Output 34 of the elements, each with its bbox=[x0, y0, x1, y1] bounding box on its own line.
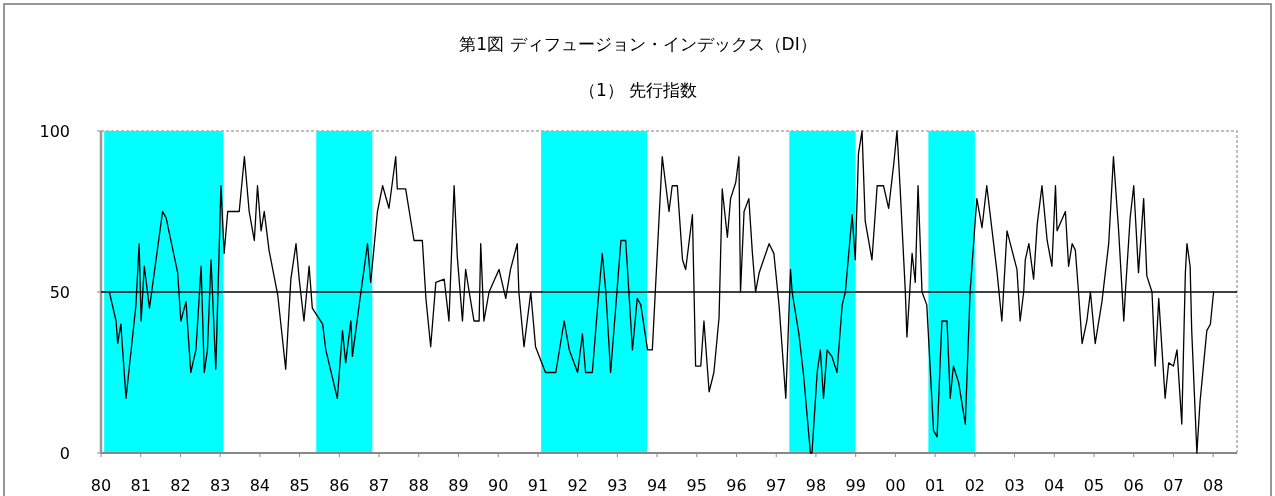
x-tick-label: 98 bbox=[805, 476, 827, 495]
x-tick-label: 01 bbox=[924, 476, 946, 495]
x-tick-label: 05 bbox=[1083, 476, 1105, 495]
chart-subtitle: （1） 先行指数 bbox=[578, 80, 698, 100]
x-tick-label: 97 bbox=[766, 476, 787, 495]
x-tick-label: 83 bbox=[209, 476, 231, 495]
x-tick-label: 81 bbox=[130, 476, 151, 495]
x-tick-label: 02 bbox=[964, 476, 986, 495]
x-tick-label: 86 bbox=[329, 476, 350, 495]
y-tick-label: 100 bbox=[39, 122, 70, 141]
y-tick-label: 50 bbox=[49, 283, 70, 302]
x-tick-label: 82 bbox=[170, 476, 191, 495]
x-tick-label: 90 bbox=[488, 476, 509, 495]
x-tick-label: 99 bbox=[845, 476, 866, 495]
x-tick-label: 80 bbox=[90, 476, 112, 495]
x-tick-label: 00 bbox=[885, 476, 906, 495]
x-tick-label: 07 bbox=[1163, 476, 1184, 495]
x-tick-label: 91 bbox=[527, 476, 549, 495]
x-tick-label: 92 bbox=[567, 476, 588, 495]
x-tick-label: 93 bbox=[607, 476, 628, 495]
x-tick-label: 87 bbox=[368, 476, 390, 495]
x-tick-label: 88 bbox=[408, 476, 429, 495]
y-tick-label: 0 bbox=[59, 444, 70, 463]
x-tick-label: 04 bbox=[1044, 476, 1065, 495]
x-tick-label: 95 bbox=[686, 476, 707, 495]
x-tick-label: 03 bbox=[1004, 476, 1025, 495]
x-tick-label: 89 bbox=[448, 476, 469, 495]
x-tick-label: 94 bbox=[646, 476, 668, 495]
chart-title: 第1図 ディフュージョン・インデックス（DI） bbox=[459, 34, 817, 54]
x-tick-label: 06 bbox=[1123, 476, 1144, 495]
x-tick-label: 96 bbox=[726, 476, 747, 495]
x-tick-label: 85 bbox=[289, 476, 310, 495]
x-tick-label: 84 bbox=[249, 476, 271, 495]
x-tick-label: 08 bbox=[1202, 476, 1224, 495]
